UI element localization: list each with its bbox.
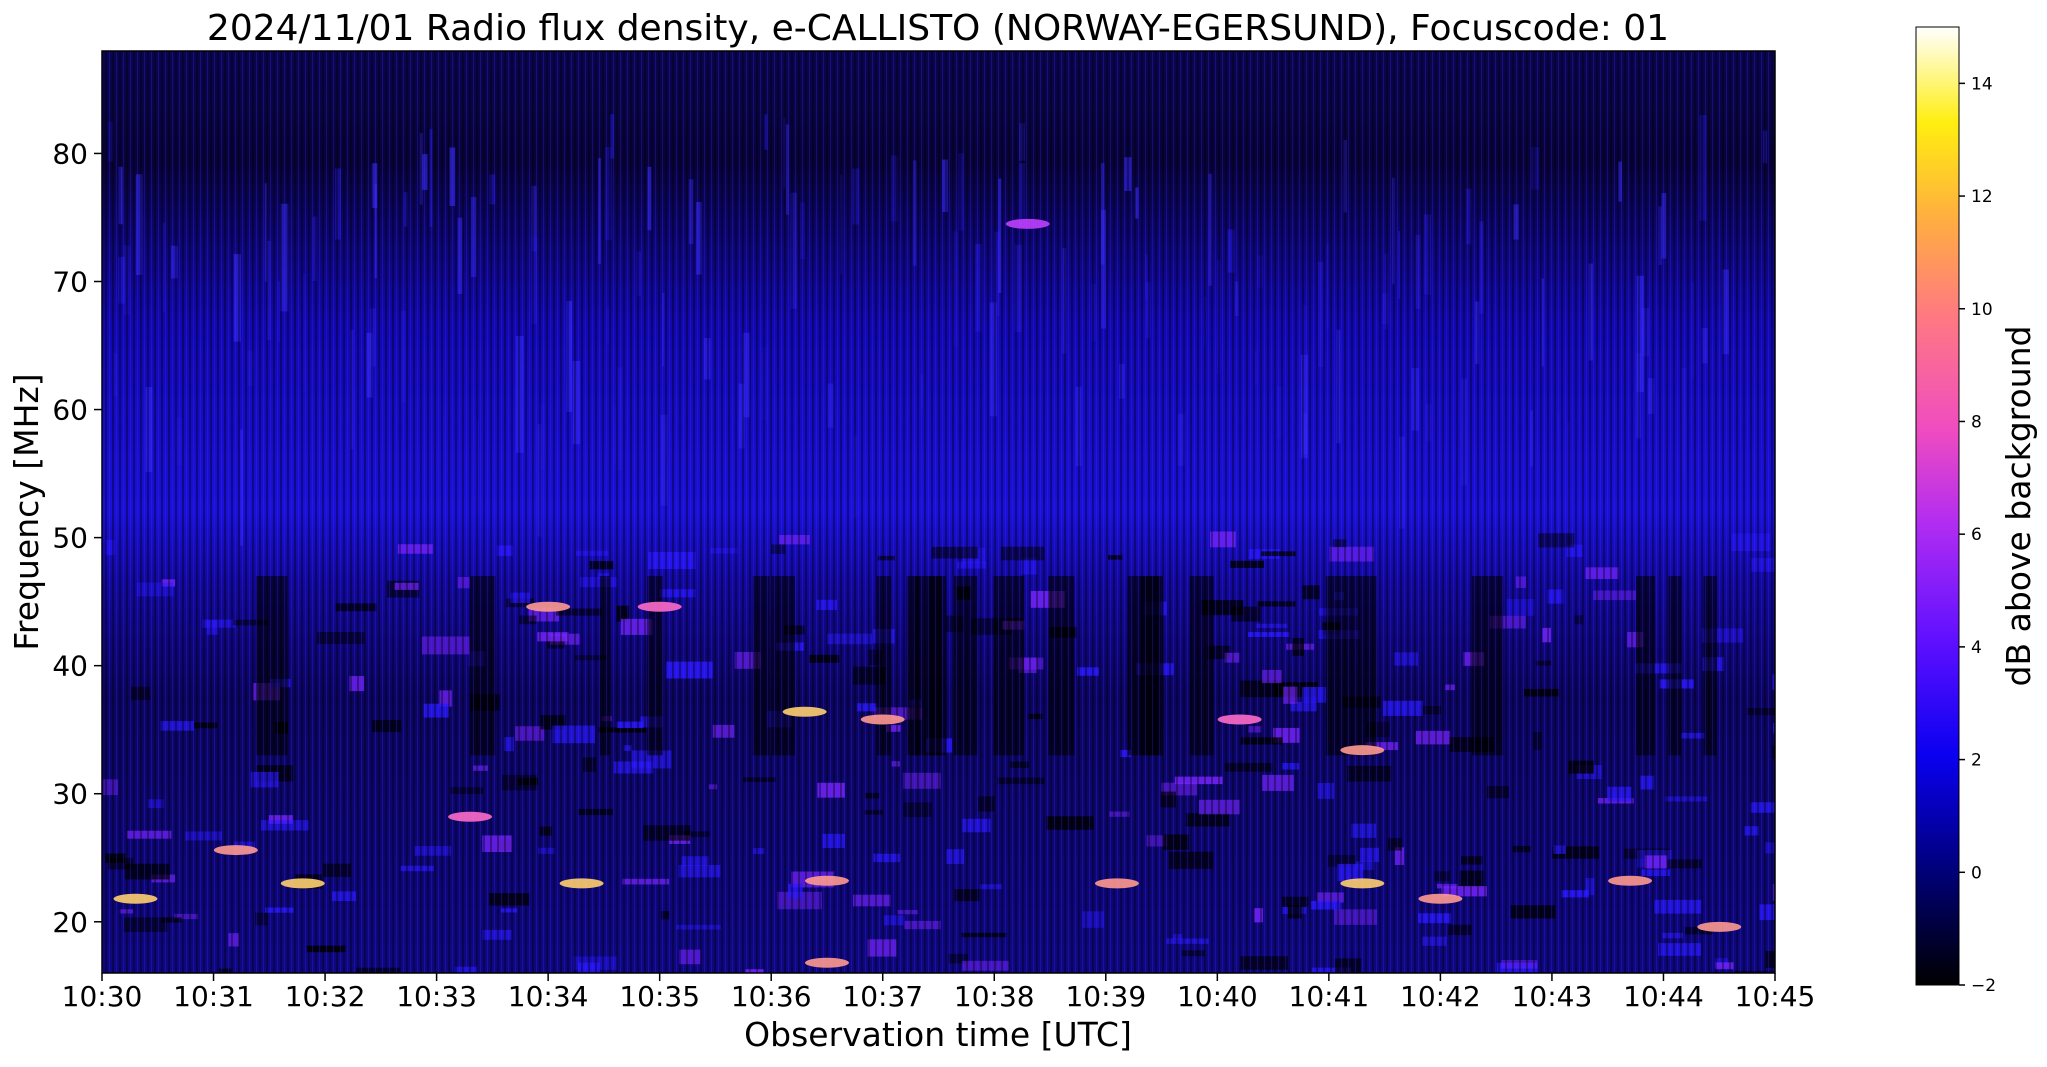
colorbar-axis: −2 0 2 4 6 8 10 12 14 [1959, 74, 1996, 996]
x-tick-label: 10:39 [1065, 980, 1146, 1013]
colorbar-tick-label: 2 [1971, 751, 1982, 771]
burst-point [448, 811, 493, 822]
x-tick-label: 10:35 [619, 980, 700, 1013]
y-axis: 20 30 40 50 60 70 80 [52, 137, 102, 939]
colorbar-tick-label: 12 [1971, 187, 1993, 207]
y-tick-label: 40 [52, 650, 88, 683]
noise-blob [1772, 745, 1775, 760]
bright-bursts [113, 218, 1742, 968]
colorbar-tick-label: 8 [1971, 412, 1982, 432]
burst-point [1418, 893, 1463, 904]
colorbar-label: dB above background [1999, 326, 2038, 687]
plot-area [101, 50, 1776, 974]
colorbar-tick-label: 6 [1971, 525, 1982, 545]
colorbar: −2 0 2 4 6 8 10 12 14 dB above background [1915, 26, 2038, 996]
x-tick-label: 10:30 [62, 980, 143, 1013]
colorbar-tick-label: 14 [1971, 74, 1993, 94]
noise-blob [1773, 723, 1775, 734]
colorbar-tick-label: 0 [1971, 863, 1982, 883]
y-tick-label: 20 [52, 906, 88, 939]
burst-point [804, 957, 849, 968]
burst-point [782, 706, 827, 717]
y-tick-label: 50 [52, 522, 88, 555]
chart-title: 2024/11/01 Radio flux density, e-CALLIST… [207, 8, 1669, 49]
noise-blob [1772, 883, 1775, 901]
burst-point [526, 601, 571, 612]
x-tick-label: 10:36 [731, 980, 812, 1013]
x-axis-label: Observation time [UTC] [744, 1015, 1132, 1054]
y-axis-label: Frequency [MHz] [7, 373, 46, 650]
burst-point [1340, 745, 1385, 756]
y-tick-label: 70 [52, 266, 88, 299]
burst-point [860, 714, 905, 725]
x-tick-label: 10:40 [1177, 980, 1258, 1013]
plot-frame [101, 50, 1776, 974]
burst-point [804, 875, 849, 886]
x-tick-label: 10:31 [173, 980, 254, 1013]
x-axis: 10:30 10:31 10:32 10:33 10:34 10:35 10:36 10:37… [62, 973, 1816, 1013]
colorbar-tick-label: 4 [1971, 638, 1982, 658]
burst-point [1005, 218, 1050, 229]
burst-point [113, 893, 158, 904]
x-tick-label: 10:44 [1623, 980, 1704, 1013]
x-tick-label: 10:33 [396, 980, 477, 1013]
burst-point [1608, 875, 1653, 886]
x-tick-label: 10:37 [842, 980, 923, 1013]
noise-blob [1774, 934, 1775, 947]
x-tick-label: 10:38 [954, 980, 1035, 1013]
x-tick-label: 10:32 [285, 980, 366, 1013]
x-tick-label: 10:34 [508, 980, 589, 1013]
colorbar-tick-label: 10 [1971, 300, 1993, 320]
burst-point [1340, 878, 1385, 889]
burst-point [637, 601, 682, 612]
colorbar-tick-label: −2 [1971, 976, 1996, 996]
burst-point [1094, 878, 1139, 889]
x-tick-label: 10:42 [1400, 980, 1481, 1013]
burst-point [1697, 921, 1742, 932]
x-tick-label: 10:43 [1512, 980, 1593, 1013]
burst-point [280, 878, 325, 889]
y-tick-label: 60 [52, 394, 88, 427]
y-tick-label: 30 [52, 778, 88, 811]
burst-point [213, 845, 258, 856]
y-tick-label: 80 [52, 137, 88, 170]
burst-point [559, 878, 604, 889]
colorbar-gradient [1915, 26, 1960, 986]
spectrogram-time-striation [102, 51, 1775, 973]
burst-point [1217, 714, 1262, 725]
x-tick-label: 10:45 [1735, 980, 1816, 1013]
x-tick-label: 10:41 [1289, 980, 1370, 1013]
